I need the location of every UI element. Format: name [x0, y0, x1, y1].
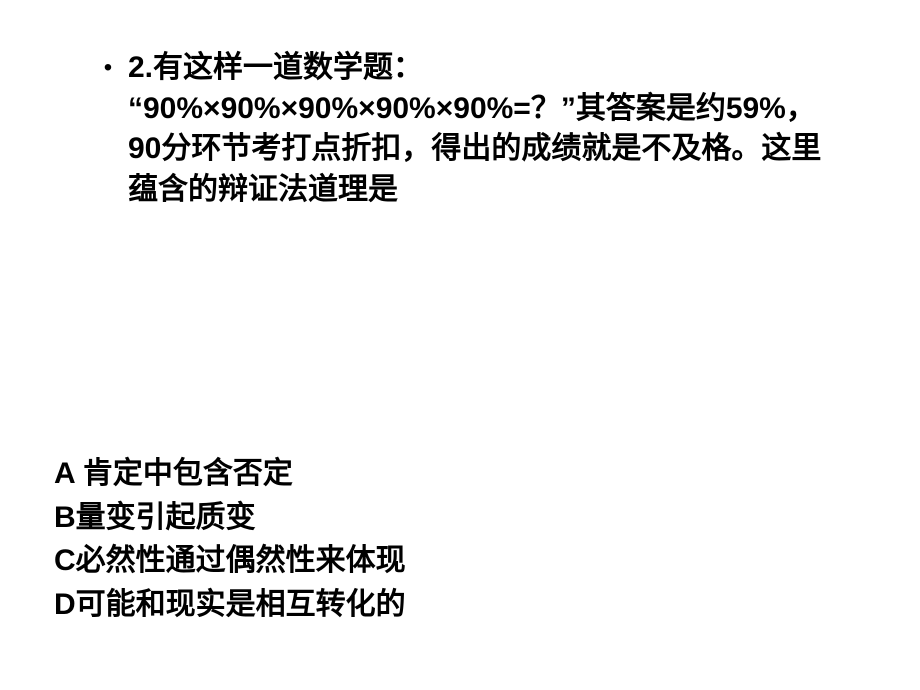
- option-b-letter: B: [54, 501, 76, 534]
- question-row: • 2.有这样一道数学题： “90%×90%×90%×90%×90%=？”其答案…: [88, 48, 848, 210]
- option-a-text: 肯定中包含否定: [83, 457, 293, 490]
- option-d: D可能和现实是相互转化的: [54, 583, 406, 627]
- slide: • 2.有这样一道数学题： “90%×90%×90%×90%×90%=？”其答案…: [0, 0, 920, 690]
- options-block: A 肯定中包含否定 B量变引起质变 C必然性通过偶然性来体现 D可能和现实是相互…: [54, 452, 406, 626]
- option-c: C必然性通过偶然性来体现: [54, 539, 406, 583]
- question-block: • 2.有这样一道数学题： “90%×90%×90%×90%×90%=？”其答案…: [88, 48, 848, 210]
- option-d-text: 可能和现实是相互转化的: [76, 588, 406, 621]
- bullet-icon: •: [88, 48, 128, 88]
- option-a-letter: A: [54, 457, 75, 490]
- option-a-space: [75, 457, 83, 490]
- option-a: A 肯定中包含否定: [54, 452, 406, 496]
- option-d-letter: D: [54, 588, 76, 621]
- option-c-letter: C: [54, 544, 76, 577]
- question-line-2: “90%×90%×90%×90%×90%=？”其答案是约59%，90分环节考打点…: [128, 92, 821, 206]
- option-b: B量变引起质变: [54, 496, 406, 540]
- option-b-text: 量变引起质变: [76, 501, 256, 534]
- option-c-text: 必然性通过偶然性来体现: [76, 544, 406, 577]
- question-line-1: 2.有这样一道数学题：: [128, 51, 423, 84]
- question-text: 2.有这样一道数学题： “90%×90%×90%×90%×90%=？”其答案是约…: [128, 48, 848, 210]
